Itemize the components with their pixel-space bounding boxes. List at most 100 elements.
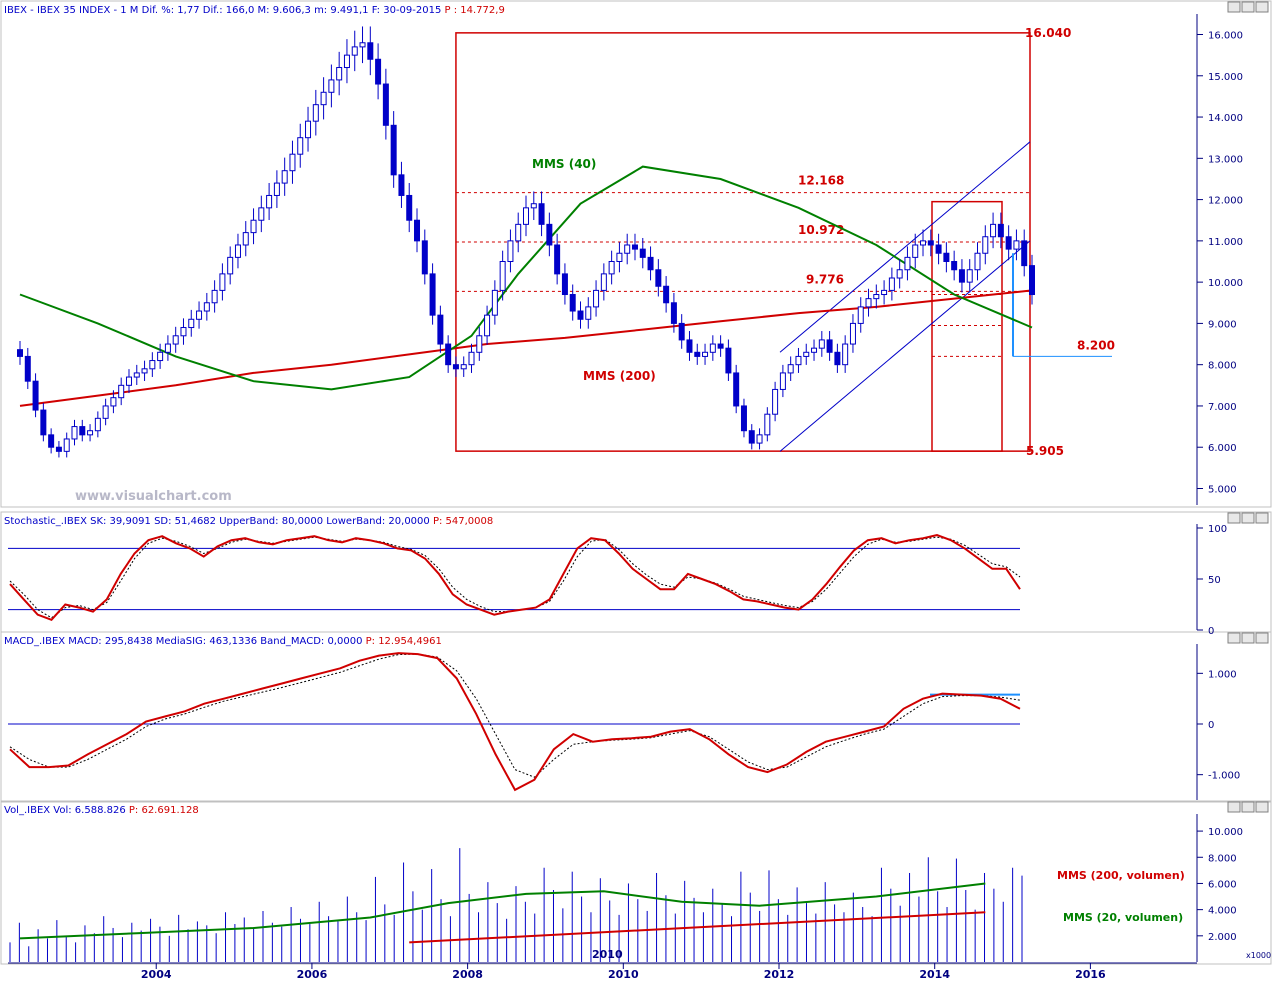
candle xyxy=(857,306,864,324)
y-tick-label: 0 xyxy=(1208,626,1214,637)
y-tick-label: 10.000 xyxy=(1208,827,1243,838)
candle xyxy=(421,240,428,275)
max-button-stoch[interactable] xyxy=(1241,512,1255,524)
header-part: P: 12.954,4961 xyxy=(362,636,441,647)
candle xyxy=(958,269,965,283)
candle xyxy=(367,42,374,60)
candle xyxy=(445,343,452,366)
candle xyxy=(133,372,140,378)
candle xyxy=(554,244,561,275)
candle xyxy=(702,351,709,357)
candle xyxy=(359,42,366,48)
candle xyxy=(849,322,856,345)
candle xyxy=(530,203,537,209)
candle xyxy=(40,409,47,436)
candle xyxy=(865,298,872,308)
candle xyxy=(55,446,62,452)
y-tick-label: 15.000 xyxy=(1208,72,1243,83)
candle xyxy=(1013,240,1020,250)
min-button-main[interactable] xyxy=(1227,1,1241,13)
candle xyxy=(920,240,927,246)
header-part: P: 547,0008 xyxy=(430,516,493,527)
candle xyxy=(577,310,584,320)
panel-frame-macd xyxy=(0,631,1272,803)
candle xyxy=(803,351,810,357)
candle xyxy=(756,434,763,444)
header-part: P : 14.772,9 xyxy=(441,5,504,16)
candle xyxy=(927,240,934,246)
candle xyxy=(546,223,553,246)
header-part: P: 62.691.128 xyxy=(126,805,199,816)
y-tick-label: 13.000 xyxy=(1208,154,1243,165)
y-tick-label: 5.000 xyxy=(1208,484,1237,495)
x-tick-label: 2012 xyxy=(764,968,795,981)
candle xyxy=(686,339,693,353)
candle xyxy=(219,273,226,291)
max-button-vol[interactable] xyxy=(1241,801,1255,813)
candle xyxy=(974,252,981,271)
candle xyxy=(499,261,506,291)
volume-bars xyxy=(9,848,1023,962)
max-button-macd[interactable] xyxy=(1241,632,1255,644)
candle xyxy=(71,426,78,440)
candle xyxy=(818,339,825,349)
min-button-stoch[interactable] xyxy=(1227,512,1241,524)
candle xyxy=(125,376,132,386)
close-button-macd[interactable] xyxy=(1255,632,1269,644)
candle xyxy=(772,388,779,415)
candle xyxy=(842,343,849,366)
close-button-main[interactable] xyxy=(1255,1,1269,13)
candle xyxy=(305,120,312,139)
x-tick-label: 2014 xyxy=(919,968,950,981)
candle xyxy=(912,244,919,258)
y-tick-label: 8.000 xyxy=(1208,853,1237,864)
candle xyxy=(694,351,701,357)
channel-upper-line xyxy=(779,141,1031,353)
candle xyxy=(507,240,514,263)
candle xyxy=(491,289,498,316)
candle xyxy=(561,273,568,296)
candle xyxy=(375,58,382,85)
vol-year-label: 2010 xyxy=(592,948,623,961)
volume-unit: x1000 xyxy=(1246,951,1271,960)
candle xyxy=(234,244,241,258)
candle xyxy=(227,256,234,275)
min-button-macd[interactable] xyxy=(1227,632,1241,644)
min-button-vol[interactable] xyxy=(1227,801,1241,813)
candle xyxy=(990,223,997,238)
mms200-label: MMS (200) xyxy=(583,369,656,383)
candle xyxy=(523,207,529,225)
level-label-12168: 12.168 xyxy=(798,174,844,188)
candle xyxy=(460,364,467,370)
y-tick-label: 16.000 xyxy=(1208,31,1243,42)
mms200-line xyxy=(19,289,1033,407)
close-button-stoch[interactable] xyxy=(1255,512,1269,524)
candle xyxy=(203,302,210,312)
y-tick-label: 6.000 xyxy=(1208,443,1237,454)
close-button-vol[interactable] xyxy=(1255,801,1269,813)
candle xyxy=(266,194,273,209)
y-tick-label: 6.000 xyxy=(1208,879,1237,890)
x-tick-label: 2010 xyxy=(608,968,639,981)
y-tick-label: 9.000 xyxy=(1208,319,1237,330)
candle xyxy=(888,277,895,291)
vol-mms200-line xyxy=(409,911,986,944)
candle xyxy=(351,46,358,56)
candle xyxy=(429,273,436,316)
candle xyxy=(951,261,958,271)
level-label-16040: 16.040 xyxy=(1025,26,1071,40)
candle xyxy=(1021,240,1028,267)
candle xyxy=(1005,236,1012,250)
level-label-5905: 5.905 xyxy=(1026,444,1064,458)
watermark: www.visualchart.com xyxy=(75,489,232,504)
candle xyxy=(966,269,973,283)
candle xyxy=(826,339,833,353)
max-button-main[interactable] xyxy=(1241,1,1255,13)
x-tick-label: 2006 xyxy=(297,968,328,981)
y-tick-label: 4.000 xyxy=(1208,906,1237,917)
mms40-label: MMS (40) xyxy=(532,157,596,171)
candle xyxy=(250,219,257,234)
candle xyxy=(258,207,265,221)
y-tick-label: 12.000 xyxy=(1208,196,1243,207)
